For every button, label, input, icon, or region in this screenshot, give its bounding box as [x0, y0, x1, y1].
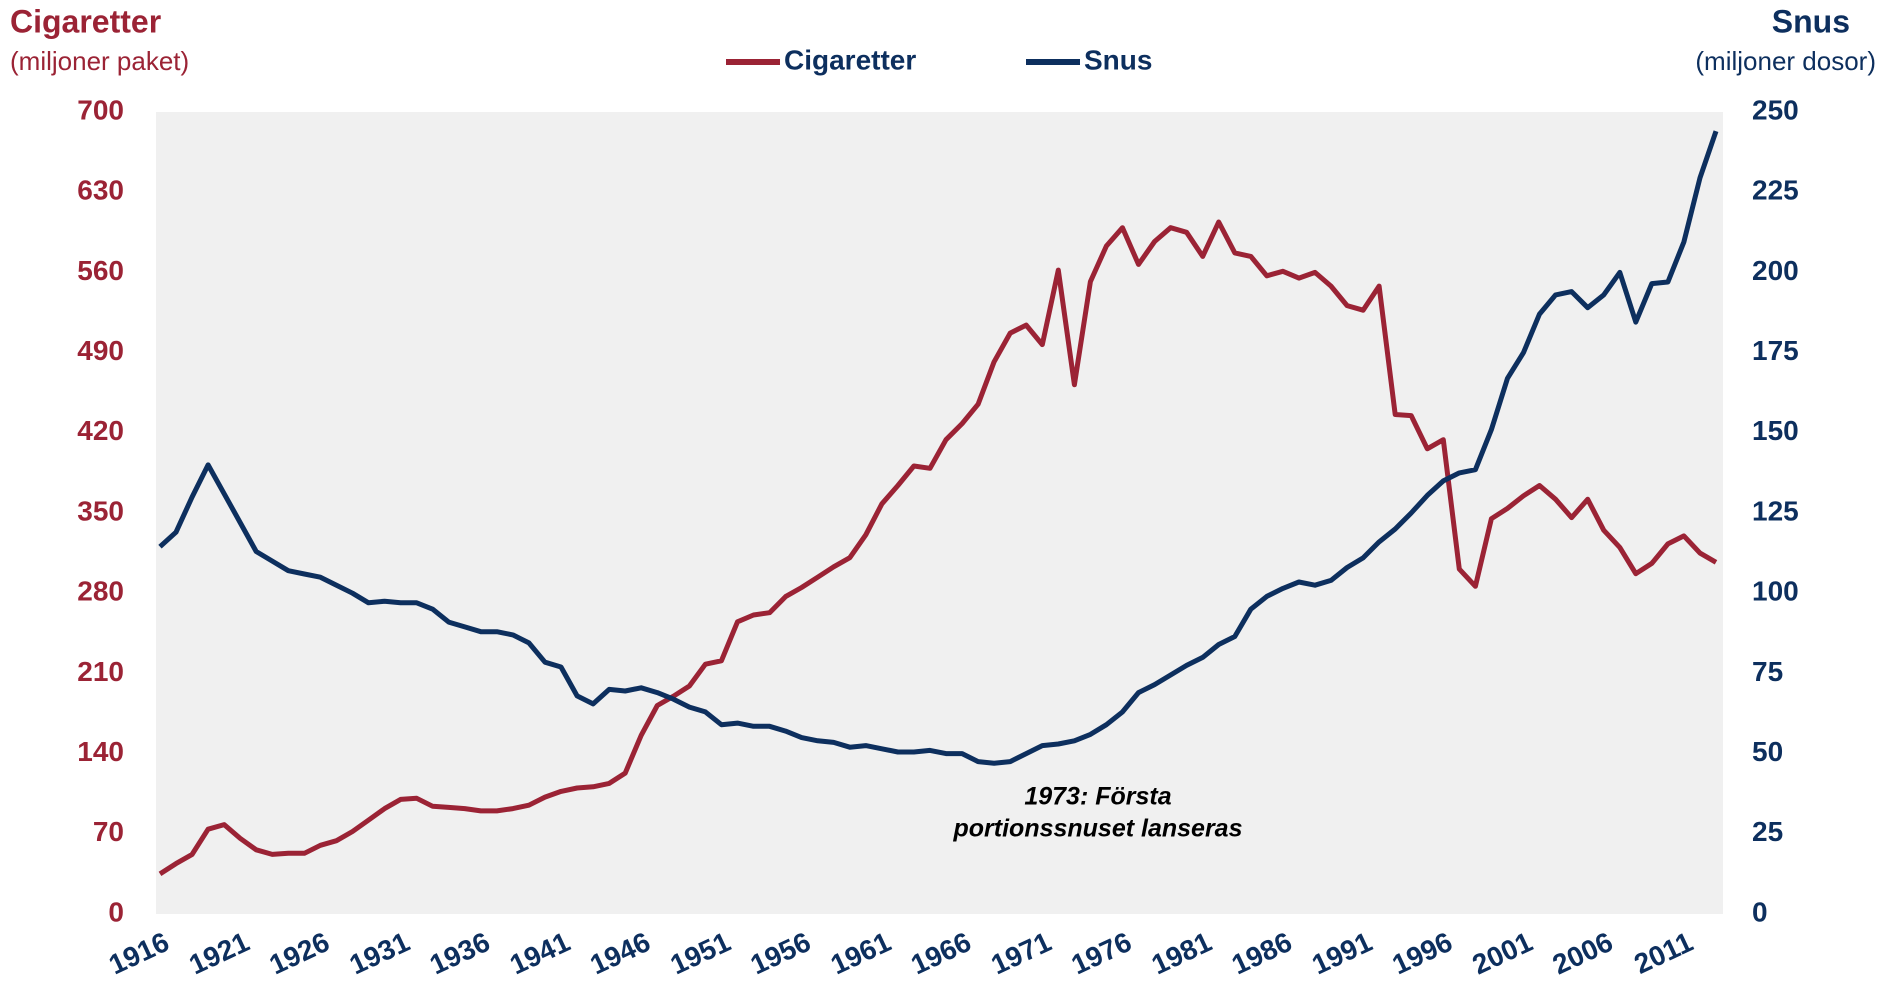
legend-label: Snus [1084, 44, 1152, 75]
x-tick-label: 1936 [425, 926, 495, 980]
x-tick-label: 1946 [585, 926, 655, 980]
x-tick-label: 2001 [1468, 926, 1538, 980]
y-tick-label: 630 [77, 175, 124, 206]
x-tick-label: 2011 [1629, 926, 1697, 980]
y2-tick-label: 0 [1752, 896, 1768, 927]
right-axis-subtitle: (miljoner dosor) [1695, 46, 1876, 76]
y-tick-label: 280 [77, 576, 124, 607]
right-axis-title: Snus [1772, 3, 1850, 39]
y2-tick-label: 175 [1752, 335, 1799, 366]
y-tick-label: 350 [77, 495, 124, 526]
series-line [158, 130, 1719, 766]
x-tick-label: 1931 [345, 926, 415, 980]
x-tick-label: 1941 [505, 926, 575, 980]
x-tick-label: 2006 [1548, 926, 1618, 980]
y-tick-label: 210 [77, 656, 124, 687]
y2-tick-label: 200 [1752, 255, 1799, 286]
y2-tick-label: 50 [1752, 736, 1783, 767]
y2-tick-label: 125 [1752, 495, 1799, 526]
x-tick-label: 1991 [1307, 926, 1377, 980]
x-tick-label: 1981 [1147, 926, 1217, 980]
x-tick-label: 1961 [826, 926, 896, 980]
y2-tick-label: 250 [1752, 94, 1799, 125]
y2-tick-label: 100 [1752, 576, 1799, 607]
series-line [158, 219, 1718, 877]
y-tick-label: 560 [77, 255, 124, 286]
x-tick-label: 1921 [184, 926, 254, 980]
x-tick-label: 1951 [666, 926, 736, 980]
x-tick-label: 1966 [906, 926, 976, 980]
left-axis-title: Cigaretter [10, 3, 161, 39]
annotation: 1973: Första [1024, 783, 1171, 811]
y2-tick-label: 150 [1752, 415, 1799, 446]
plot-area [156, 112, 1723, 914]
y2-tick-label: 75 [1752, 656, 1783, 687]
x-tick-label: 1956 [746, 926, 816, 980]
x-tick-label: 1996 [1387, 926, 1457, 980]
legend-label: Cigaretter [784, 44, 916, 75]
y-tick-label: 420 [77, 415, 124, 446]
y2-tick-label: 225 [1752, 175, 1799, 206]
y-tick-label: 0 [108, 896, 124, 927]
x-tick-label: 1916 [104, 926, 174, 980]
annotation: portionssnuset lanseras [953, 815, 1243, 843]
x-tick-label: 1976 [1067, 926, 1137, 980]
x-tick-label: 1971 [986, 926, 1056, 980]
x-tick-label: 1926 [265, 926, 335, 980]
y-tick-label: 700 [77, 94, 124, 125]
y-tick-label: 490 [77, 335, 124, 366]
left-axis-subtitle: (miljoner paket) [10, 46, 189, 76]
x-tick-label: 1986 [1227, 926, 1297, 980]
y-tick-label: 70 [93, 816, 124, 847]
y2-tick-label: 25 [1752, 816, 1783, 847]
y-tick-label: 140 [77, 736, 124, 767]
